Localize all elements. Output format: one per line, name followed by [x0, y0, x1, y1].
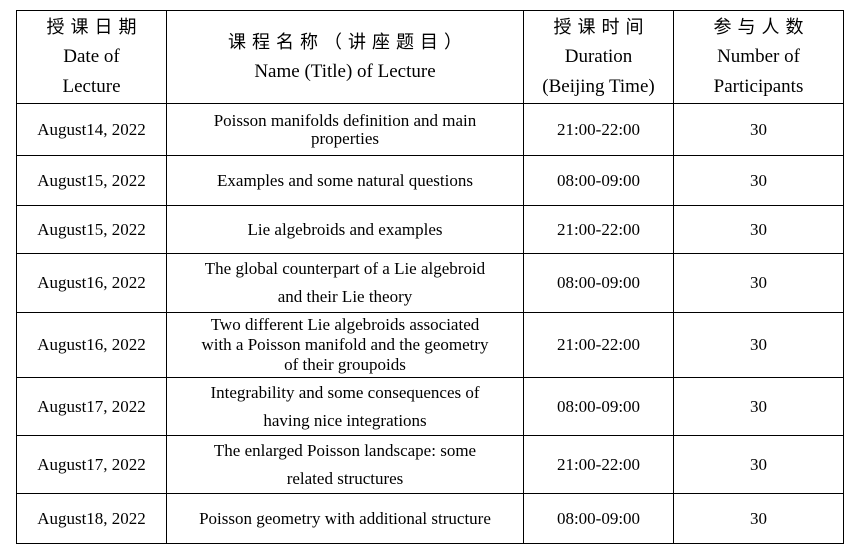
- lecture-date: August18, 2022: [16, 493, 167, 544]
- table-row: August15, 2022 Examples and some natural …: [16, 155, 844, 206]
- column-header-date: 授课日期 Date of Lecture: [16, 10, 167, 104]
- table-row: August16, 2022 Two different Lie algebroi…: [16, 312, 844, 378]
- lecture-time: 21:00-22:00: [523, 205, 674, 254]
- column-header-participants-en: Number of Participants: [713, 46, 804, 97]
- table-row: August15, 2022 Lie algebroids and example…: [16, 205, 844, 254]
- lecture-date: August15, 2022: [16, 205, 167, 254]
- lecture-schedule-table: 授课日期 Date of Lecture 课程名称（讲座题目） Name (Title…: [16, 10, 844, 544]
- lecture-date: August16, 2022: [16, 312, 167, 378]
- lecture-date: August15, 2022: [16, 155, 167, 206]
- lecture-date: August17, 2022: [16, 435, 167, 494]
- column-header-title-en: Name (Title) of Lecture: [254, 61, 436, 82]
- participants-count: 30: [673, 312, 844, 378]
- participants-count: 30: [673, 155, 844, 206]
- participants-count: 30: [673, 205, 844, 254]
- table-row: August16, 2022 The global counterpart of …: [16, 253, 844, 313]
- column-header-time-zh: 授课时间: [553, 17, 650, 37]
- column-header-date-en: Date of Lecture: [62, 46, 121, 97]
- lecture-time: 08:00-09:00: [523, 155, 674, 206]
- column-header-date-zh: 授课日期: [46, 17, 143, 37]
- column-header-participants-zh: 参与人数: [713, 17, 810, 37]
- lecture-title: Poisson geometry with additional structu…: [166, 493, 524, 544]
- lecture-date: August17, 2022: [16, 377, 167, 436]
- table-row: August14, 2022 Poisson manifolds definiti…: [16, 103, 844, 156]
- lecture-title: Integrability and some consequences of h…: [166, 377, 524, 436]
- lecture-time: 08:00-09:00: [523, 253, 674, 313]
- table-row: August18, 2022 Poisson geometry with addi…: [16, 493, 844, 544]
- lecture-date: August16, 2022: [16, 253, 167, 313]
- lecture-title: Examples and some natural questions: [166, 155, 524, 206]
- table-row: August17, 2022 Integrability and some con…: [16, 377, 844, 436]
- participants-count: 30: [673, 377, 844, 436]
- lecture-time: 08:00-09:00: [523, 377, 674, 436]
- column-header-title-zh: 课程名称（讲座题目）: [228, 32, 468, 52]
- lecture-date: August14, 2022: [16, 103, 167, 156]
- table-header-row: 授课日期 Date of Lecture 课程名称（讲座题目） Name (Title…: [16, 10, 844, 104]
- column-header-participants: 参与人数 Number of Participants: [673, 10, 844, 104]
- column-header-title: 课程名称（讲座题目） Name (Title) of Lecture: [166, 10, 524, 104]
- column-header-time-en: Duration (Beijing Time): [542, 46, 655, 97]
- lecture-title: Lie algebroids and examples: [166, 205, 524, 254]
- participants-count: 30: [673, 493, 844, 544]
- lecture-title: The enlarged Poisson landscape: some rel…: [166, 435, 524, 494]
- column-header-time: 授课时间 Duration (Beijing Time): [523, 10, 674, 104]
- participants-count: 30: [673, 103, 844, 156]
- participants-count: 30: [673, 435, 844, 494]
- lecture-time: 21:00-22:00: [523, 103, 674, 156]
- lecture-title: Two different Lie algebroids associated …: [166, 312, 524, 378]
- participants-count: 30: [673, 253, 844, 313]
- lecture-title: The global counterpart of a Lie algebroi…: [166, 253, 524, 313]
- table-row: August17, 2022 The enlarged Poisson lands…: [16, 435, 844, 494]
- lecture-time: 21:00-22:00: [523, 312, 674, 378]
- lecture-time: 08:00-09:00: [523, 493, 674, 544]
- lecture-time: 21:00-22:00: [523, 435, 674, 494]
- lecture-title: Poisson manifolds definition and main pr…: [166, 103, 524, 156]
